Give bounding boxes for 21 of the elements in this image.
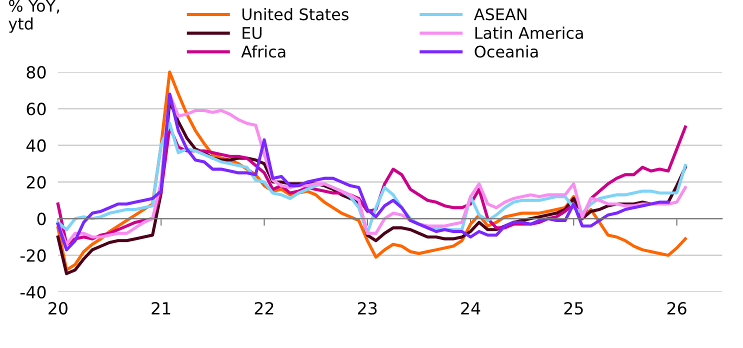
- legend-label: United States: [242, 8, 348, 20]
- legend-label: Africa: [241, 45, 286, 58]
- x-tick-label: 21: [152, 302, 170, 314]
- x-tick-label: 24: [461, 302, 480, 314]
- y-tick-label: 40: [26, 139, 46, 152]
- y-tick-label: 60: [26, 102, 46, 116]
- x-tick-label: 26: [667, 302, 686, 315]
- x-tick-label: 25: [564, 302, 583, 315]
- y-tick-label: 0: [37, 212, 46, 226]
- y-tick-label: 20: [26, 176, 46, 189]
- x-tick-label: 23: [358, 302, 377, 315]
- x-tick-label: 22: [254, 302, 274, 314]
- y-tick-label: 80: [26, 66, 46, 79]
- y-axis-title: % YoY, ytd: [8, 0, 60, 33]
- legend-label: Oceania: [474, 45, 538, 58]
- legend-label: Latin America: [475, 26, 583, 39]
- legend-label: ASEAN: [474, 8, 526, 20]
- y-tick-label: -40: [20, 286, 46, 299]
- legend-label: EU: [242, 27, 262, 39]
- y-tick-label: -20: [20, 249, 46, 262]
- x-tick-label: 20: [48, 302, 68, 315]
